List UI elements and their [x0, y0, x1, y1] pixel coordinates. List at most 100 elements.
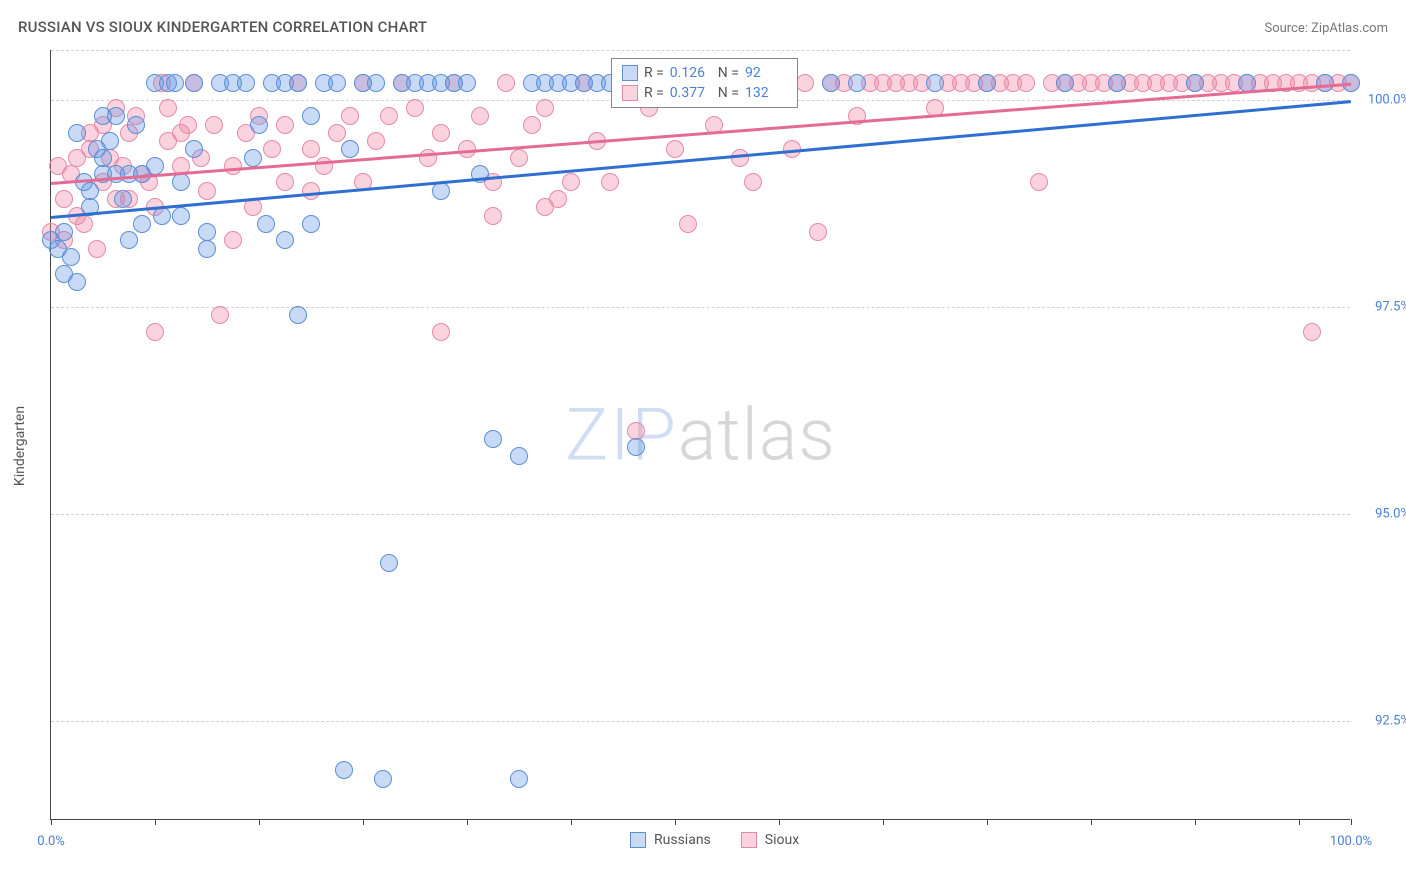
data-point-sioux: [679, 215, 697, 233]
legend-row-russians: R =0.126N =92: [612, 63, 797, 83]
x-tick: [571, 819, 572, 825]
data-point-russians: [244, 149, 262, 167]
data-point-russians: [380, 554, 398, 572]
data-point-russians: [341, 140, 359, 158]
legend-r-label: R =: [644, 85, 664, 101]
y-tick-label: 97.5%: [1375, 299, 1406, 314]
data-point-russians: [68, 273, 86, 291]
data-point-russians: [432, 182, 450, 200]
x-tick-label: 100.0%: [1330, 834, 1372, 849]
data-point-russians: [484, 430, 502, 448]
data-point-russians: [978, 74, 996, 92]
data-point-sioux: [471, 107, 489, 125]
gridline: [51, 50, 1350, 51]
data-point-russians: [627, 438, 645, 456]
data-point-sioux: [380, 107, 398, 125]
data-point-sioux: [406, 99, 424, 117]
data-point-russians: [166, 74, 184, 92]
data-point-russians: [1056, 74, 1074, 92]
y-tick-label: 95.0%: [1375, 506, 1406, 521]
x-tick: [363, 819, 364, 825]
data-point-russians: [127, 116, 145, 134]
data-point-sioux: [263, 140, 281, 158]
x-tick: [1299, 819, 1300, 825]
legend-row-sioux: R =0.377N =132: [612, 83, 797, 103]
y-axis-label: Kindergarten: [12, 406, 28, 486]
legend-r-value: 0.126: [670, 65, 712, 81]
legend-label-russians: Russians: [654, 832, 711, 848]
data-point-russians: [133, 215, 151, 233]
x-tick: [155, 819, 156, 825]
watermark-zip: ZIP: [565, 392, 678, 477]
data-point-russians: [153, 207, 171, 225]
legend-item-russians: Russians: [630, 832, 711, 848]
x-tick: [675, 819, 676, 825]
x-tick: [1351, 819, 1352, 825]
legend-swatch-russians: [630, 832, 646, 848]
data-point-russians: [328, 74, 346, 92]
x-tick: [259, 819, 260, 825]
y-tick-label: 92.5%: [1375, 713, 1406, 728]
data-point-russians: [510, 770, 528, 788]
data-point-russians: [198, 223, 216, 241]
data-point-russians: [289, 74, 307, 92]
data-point-sioux: [224, 231, 242, 249]
data-point-sioux: [276, 173, 294, 191]
data-point-sioux: [549, 190, 567, 208]
data-point-sioux: [341, 107, 359, 125]
data-point-sioux: [55, 190, 73, 208]
data-point-sioux: [88, 240, 106, 258]
data-point-russians: [62, 248, 80, 266]
legend-n-value: 92: [745, 65, 787, 81]
data-point-sioux: [796, 74, 814, 92]
chart-title: RUSSIAN VS SIOUX KINDERGARTEN CORRELATIO…: [18, 18, 427, 36]
x-tick: [467, 819, 468, 825]
data-point-russians: [114, 190, 132, 208]
legend-n-label: N =: [718, 85, 739, 101]
x-tick: [987, 819, 988, 825]
data-point-russians: [185, 140, 203, 158]
gridline: [51, 721, 1350, 722]
data-point-russians: [367, 74, 385, 92]
data-point-russians: [237, 74, 255, 92]
data-point-russians: [848, 74, 866, 92]
data-point-russians: [146, 157, 164, 175]
data-point-sioux: [536, 99, 554, 117]
data-point-russians: [250, 116, 268, 134]
data-point-sioux: [302, 140, 320, 158]
plot-area: ZIPatlas 92.5%95.0%97.5%100.0%0.0%100.0%…: [50, 50, 1350, 820]
x-tick: [779, 819, 780, 825]
data-point-sioux: [432, 323, 450, 341]
source-attribution: Source: ZipAtlas.com: [1264, 21, 1388, 36]
data-point-russians: [81, 182, 99, 200]
data-point-russians: [458, 74, 476, 92]
data-point-russians: [257, 215, 275, 233]
data-point-sioux: [497, 74, 515, 92]
data-point-sioux: [367, 132, 385, 150]
data-point-russians: [374, 770, 392, 788]
data-point-russians: [185, 74, 203, 92]
data-point-sioux: [510, 149, 528, 167]
x-tick: [1195, 819, 1196, 825]
data-point-russians: [55, 223, 73, 241]
legend-swatch-russians: [622, 65, 638, 81]
data-point-russians: [1186, 74, 1204, 92]
data-point-russians: [302, 215, 320, 233]
gridline: [51, 307, 1350, 308]
legend-n-label: N =: [718, 65, 739, 81]
correlation-legend: R = 0.126 N = 92 R =0.377N =132: [611, 58, 798, 108]
data-point-sioux: [198, 182, 216, 200]
data-point-sioux: [744, 173, 762, 191]
data-point-russians: [107, 107, 125, 125]
legend-swatch-sioux: [741, 832, 757, 848]
legend-label-sioux: Sioux: [765, 832, 799, 848]
data-point-russians: [198, 240, 216, 258]
data-point-sioux: [1030, 173, 1048, 191]
data-point-sioux: [419, 149, 437, 167]
data-point-russians: [120, 231, 138, 249]
data-point-russians: [289, 306, 307, 324]
data-point-russians: [172, 173, 190, 191]
data-point-sioux: [809, 223, 827, 241]
data-point-sioux: [562, 173, 580, 191]
data-point-russians: [822, 74, 840, 92]
